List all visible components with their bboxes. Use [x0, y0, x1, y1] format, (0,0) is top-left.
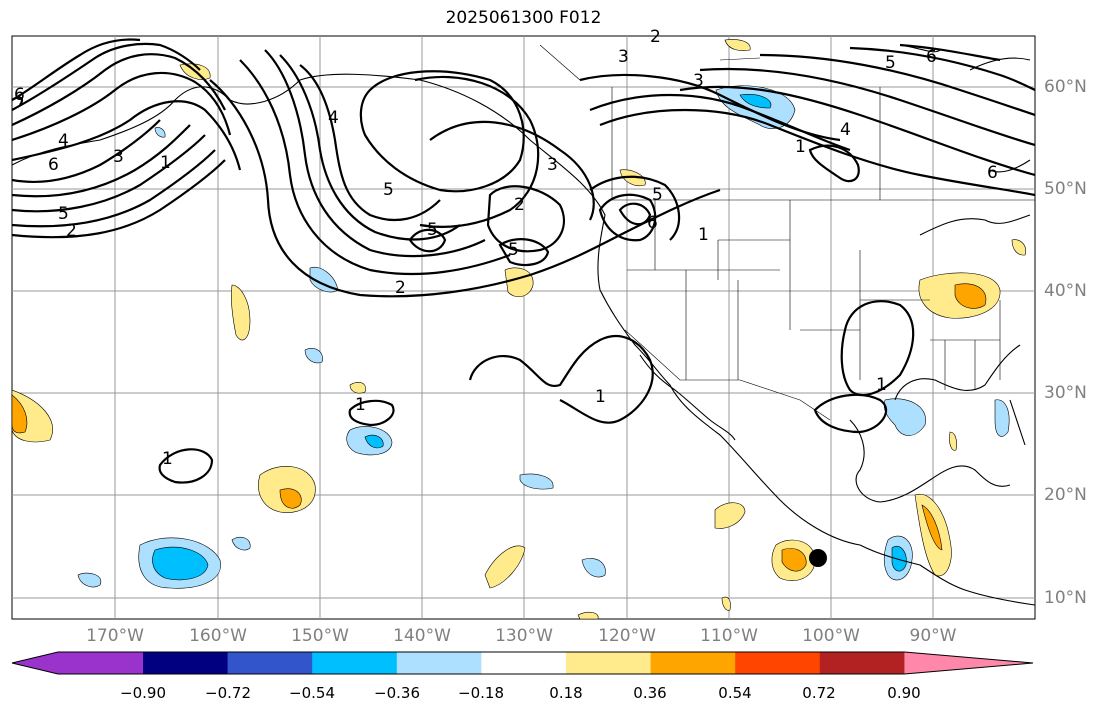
contour-label: 4 — [328, 108, 339, 128]
contour-label: 5 — [427, 220, 438, 240]
colorbar-segment — [566, 652, 652, 674]
colorbar-extend-max — [904, 652, 1033, 674]
contour-label: 4 — [840, 120, 851, 140]
contour-label: 1 — [160, 153, 171, 173]
lon-label: 130°W — [495, 626, 553, 646]
colorbar-tick-label: −0.90 — [120, 684, 166, 702]
contour-lines — [12, 38, 1035, 484]
colorbar-tick-label: 0.36 — [633, 684, 667, 702]
lat-label: 30°N — [1044, 383, 1087, 403]
map-title: 2025061300 F012 — [445, 8, 602, 28]
lon-label: 140°W — [393, 626, 451, 646]
storm-center-marker — [809, 549, 827, 567]
colorbar-tick-label: −0.72 — [205, 684, 251, 702]
contour-label: 3 — [547, 155, 558, 175]
contour-label: 5 — [508, 240, 519, 260]
contour-label: 6 — [14, 85, 25, 105]
lon-label: 110°W — [700, 626, 758, 646]
lat-label: 40°N — [1044, 281, 1087, 301]
lon-label: 90°W — [909, 626, 957, 646]
lon-label: 170°W — [86, 626, 144, 646]
contour-label: 1 — [355, 395, 366, 415]
political-borders — [539, 44, 1035, 421]
contour-label: 5 — [885, 53, 896, 73]
colorbar-extend-min — [12, 652, 58, 674]
lat-label: 20°N — [1044, 485, 1087, 505]
colorbar-segment — [58, 652, 144, 674]
colorbar-segment — [312, 652, 398, 674]
colorbar-tick-label: 0.90 — [887, 684, 921, 702]
lat-label: 10°N — [1044, 588, 1087, 608]
contour-label: 6 — [48, 155, 59, 175]
lon-label: 100°W — [802, 626, 860, 646]
colorbar-tick-label: 0.54 — [718, 684, 752, 702]
contour-label: 3 — [113, 147, 124, 167]
lon-label: 150°W — [291, 626, 349, 646]
contour-label-group: 6 4 6 3 5 2 1 4 5 5 2 3 5 5 6 1 2 1 1 1 … — [14, 27, 998, 469]
contour-label: 2 — [650, 27, 661, 47]
contour-label: 4 — [58, 131, 69, 151]
contour-label: 5 — [652, 185, 663, 205]
colorbar-tick-label: −0.54 — [289, 684, 335, 702]
colorbar-segment — [396, 652, 482, 674]
contour-label: 2 — [514, 195, 525, 215]
contour-label: 1 — [795, 137, 806, 157]
colorbar-tick-label: −0.18 — [458, 684, 504, 702]
lat-label: 60°N — [1044, 77, 1087, 97]
contour-label: 1 — [595, 387, 606, 407]
contour-label: 6 — [926, 47, 937, 67]
contour-label: 6 — [647, 213, 658, 233]
contour-label: 3 — [618, 47, 629, 67]
colorbar-segment — [650, 652, 736, 674]
contour-label: 5 — [383, 180, 394, 200]
contour-label: 3 — [693, 71, 704, 91]
colorbar-tick-label: 0.72 — [802, 684, 836, 702]
contour-label: 6 — [987, 163, 998, 183]
lon-label: 120°W — [598, 626, 656, 646]
contour-label: 2 — [395, 278, 406, 298]
lat-label: 50°N — [1044, 179, 1087, 199]
contour-label: 2 — [66, 221, 77, 241]
colorbar-segment — [819, 652, 905, 674]
contour-label: 5 — [58, 204, 69, 224]
colorbar-tick-label: −0.36 — [374, 684, 420, 702]
colorbar-tick-label: 0.18 — [549, 684, 583, 702]
anomaly-fills — [12, 39, 1026, 619]
colorbar-segment — [481, 652, 567, 674]
colorbar-segment — [735, 652, 821, 674]
colorbar-segment — [143, 652, 229, 674]
contour-label: 1 — [162, 449, 173, 469]
contour-label: 1 — [698, 225, 709, 245]
colorbar-outline — [11, 651, 1034, 675]
lon-label: 160°W — [189, 626, 247, 646]
colorbar — [11, 651, 1034, 675]
colorbar-segment — [227, 652, 313, 674]
contour-label: 1 — [876, 375, 887, 395]
